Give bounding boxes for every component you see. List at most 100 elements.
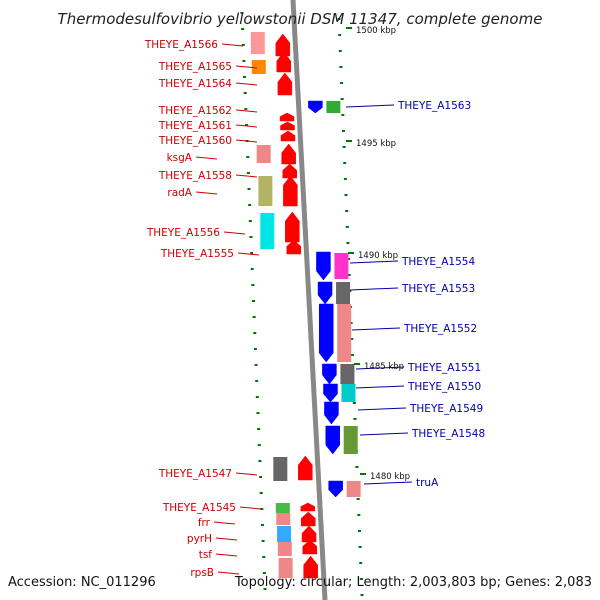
gene-arrow-pyrH[interactable] <box>301 525 317 543</box>
tick-mark <box>341 114 345 116</box>
gene-arrow-THEYE_A1551[interactable] <box>322 363 337 385</box>
gene-arrow-ksgA[interactable] <box>281 143 296 165</box>
tick-mark <box>340 98 344 100</box>
leader-line <box>195 156 218 160</box>
tick-mark <box>259 476 263 478</box>
topology-text: Topology: circular; Length: 2,003,803 bp… <box>234 575 592 590</box>
gene-arrow-THEYE_A1547[interactable] <box>298 455 313 481</box>
gene-label-THEYE_A1561[interactable]: THEYE_A1561 <box>158 120 232 132</box>
scale-tick <box>346 27 352 29</box>
tick-mark <box>352 402 356 404</box>
gene-THEYE_A1552-cog-box <box>337 304 352 362</box>
gene-THEYE_A1551-cog-box <box>340 364 355 384</box>
gene-label-THEYE_A1566[interactable]: THEYE_A1566 <box>144 39 218 51</box>
leader-line <box>359 432 409 436</box>
gene-arrow-THEYE_A1550[interactable] <box>323 383 338 403</box>
leader-line <box>235 82 258 86</box>
gene-arrow-THEYE_A1553[interactable] <box>317 281 333 305</box>
gene-arrow-truA[interactable] <box>328 480 343 498</box>
tick-mark <box>358 546 362 548</box>
gene-arrow-frr[interactable] <box>301 511 316 527</box>
gene-label-THEYE_A1556[interactable]: THEYE_A1556 <box>146 227 220 239</box>
gene-arrow-THEYE_A1556[interactable] <box>285 211 300 243</box>
gene-label-THEYE_A1555[interactable]: THEYE_A1555 <box>160 248 234 260</box>
gene-label-truA[interactable]: truA <box>416 477 439 489</box>
gene-label-THEYE_A1564[interactable]: THEYE_A1564 <box>158 78 232 90</box>
gene-label-THEYE_A1563[interactable]: THEYE_A1563 <box>397 100 471 112</box>
gene-label-THEYE_A1548[interactable]: THEYE_A1548 <box>411 428 485 440</box>
gene-arrow-THEYE_A1558[interactable] <box>282 163 297 179</box>
gene-label-THEYE_A1552[interactable]: THEYE_A1552 <box>403 323 477 335</box>
gene-label-THEYE_A1547[interactable]: THEYE_A1547 <box>158 468 232 480</box>
gene-arrow-THEYE_A1564[interactable] <box>277 72 293 96</box>
gene-label-THEYE_A1558[interactable]: THEYE_A1558 <box>158 170 232 182</box>
gene-truA-cog-box <box>346 481 361 497</box>
gene-labels: THEYE_A1566 THEYE_A1565 THEYE_A1564 THEYE_A… <box>144 39 485 579</box>
genome-title: Thermodesulfovibrio yellowstonii DSM 113… <box>58 10 543 28</box>
tick-mark <box>337 18 341 20</box>
tick-mark <box>262 572 266 574</box>
gene-label-THEYE_A1553[interactable]: THEYE_A1553 <box>401 283 475 295</box>
gene-label-ksgA[interactable]: ksgA <box>167 152 193 164</box>
gene-label-tsf[interactable]: tsf <box>199 549 213 561</box>
gene-THEYE_A1554-cog-box <box>334 253 349 279</box>
gene-THEYE_A1547-cog-box <box>273 457 288 481</box>
gene-arrow-THEYE_A1566[interactable] <box>275 33 291 57</box>
gene-label-THEYE_A1560[interactable]: THEYE_A1560 <box>158 135 232 147</box>
tick-mark <box>249 236 253 238</box>
scale-label: 1480 kbp <box>370 472 410 482</box>
gene-label-frr[interactable]: frr <box>198 517 211 529</box>
gene-label-rpsB[interactable]: rpsB <box>190 567 214 579</box>
gene-arrow-THEYE_A1548[interactable] <box>325 425 340 455</box>
tick-mark <box>353 418 357 420</box>
gene-label-THEYE_A1545[interactable]: THEYE_A1545 <box>162 502 236 514</box>
gene-arrow-THEYE_A1545[interactable] <box>300 502 316 512</box>
tick-mark <box>253 332 257 334</box>
leader-line <box>235 65 258 69</box>
gene-arrow-THEYE_A1563[interactable] <box>308 100 323 114</box>
tick-mark <box>244 124 248 126</box>
leader-line <box>235 124 258 128</box>
tick-mark <box>243 92 247 94</box>
gene-label-THEYE_A1562[interactable]: THEYE_A1562 <box>158 105 232 117</box>
gene-arrow-THEYE_A1562[interactable] <box>279 112 295 122</box>
gene-arrow-THEYE_A1565[interactable] <box>276 51 292 73</box>
tick-mark <box>356 498 360 500</box>
gene-label-THEYE_A1550[interactable]: THEYE_A1550 <box>407 381 481 393</box>
tick-mark <box>345 226 349 228</box>
scale-tick <box>354 363 360 365</box>
tick-mark <box>247 188 251 190</box>
tick-mark <box>246 172 250 174</box>
gene-arrow-THEYE_A1552[interactable] <box>318 303 334 363</box>
tick-mark <box>250 252 254 254</box>
tick-mark <box>340 82 344 84</box>
gene-arrow-THEYE_A1560[interactable] <box>280 130 296 142</box>
gene-label-radA[interactable]: radA <box>167 187 192 199</box>
gene-label-THEYE_A1549[interactable]: THEYE_A1549 <box>409 403 483 415</box>
tick-mark <box>244 108 248 110</box>
gene-label-THEYE_A1551[interactable]: THEYE_A1551 <box>407 362 481 374</box>
tick-mark <box>350 354 354 356</box>
tick-mark <box>257 428 261 430</box>
gene-arrow-THEYE_A1561[interactable] <box>280 121 295 131</box>
gene-THEYE_A1566-cog-box <box>250 32 265 54</box>
gene-label-THEYE_A1565[interactable]: THEYE_A1565 <box>158 61 232 73</box>
gene-arrow-rpsB[interactable] <box>303 555 318 579</box>
gene-arrow-THEYE_A1549[interactable] <box>324 401 339 425</box>
leader-line <box>223 231 246 235</box>
gene-label-THEYE_A1554[interactable]: THEYE_A1554 <box>401 256 475 268</box>
tick-mark <box>260 508 264 510</box>
tick-mark <box>359 562 363 564</box>
gene-features <box>250 32 361 579</box>
gene-THEYE_A1556-cog-box <box>260 213 275 249</box>
gene-arrow-tsf[interactable] <box>302 539 318 555</box>
leader-line <box>195 191 218 195</box>
gene-arrow-THEYE_A1554[interactable] <box>316 251 331 281</box>
gene-THEYE_A1545-cog-box <box>275 503 290 513</box>
gene-label-pyrH[interactable]: pyrH <box>187 533 212 545</box>
gene-radA-cog-box <box>258 176 273 206</box>
gene-arrow-THEYE_A1555[interactable] <box>286 239 302 255</box>
tick-mark <box>250 268 254 270</box>
gene-arrow-radA[interactable] <box>283 175 298 207</box>
